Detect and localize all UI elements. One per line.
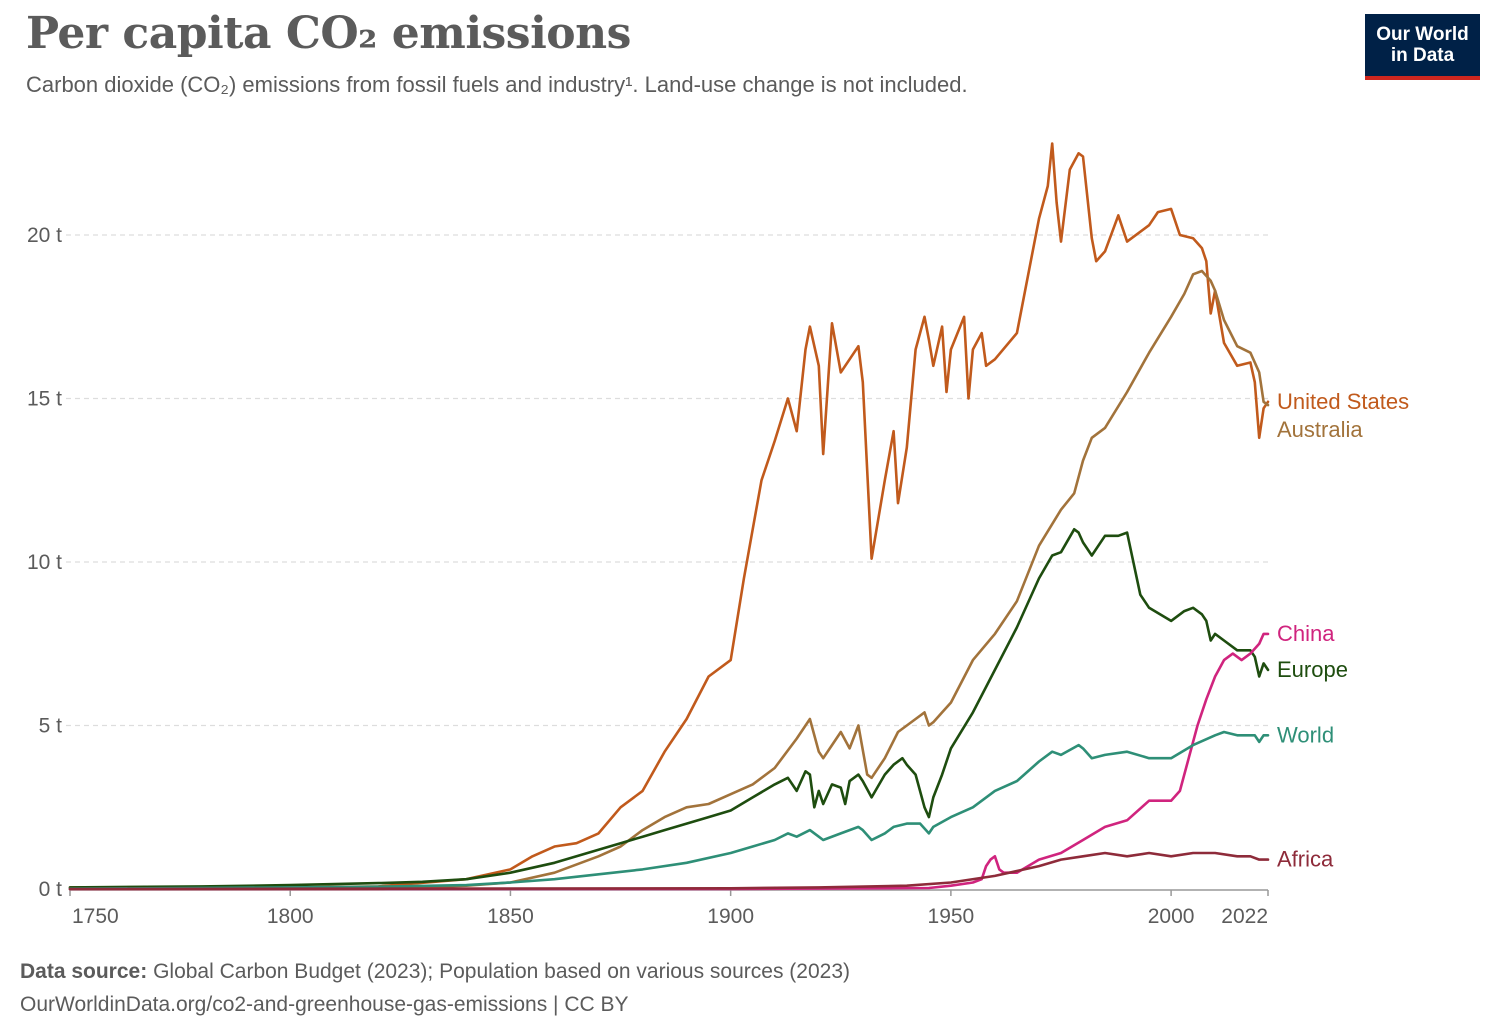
logo-line-2: in Data (1390, 45, 1455, 66)
y-tick-label: 10 t (27, 551, 62, 574)
data-source-text: Global Carbon Budget (2023); Population … (153, 960, 850, 983)
chart-title: Per capita CO₂ emissions (26, 8, 631, 59)
x-tick-label: 1750 (72, 905, 119, 928)
data-source-label: Data source: (20, 960, 148, 983)
x-tick-label: 1850 (487, 905, 534, 928)
x-tick-label: 1950 (928, 905, 975, 928)
series-label-australia: Australia (1277, 417, 1363, 442)
series-label-world: World (1277, 722, 1334, 747)
series-label-europe: Europe (1277, 657, 1348, 682)
owid-logo[interactable]: Our World in Data (1365, 14, 1480, 80)
source-url[interactable]: OurWorldinData.org/co2-and-greenhouse-ga… (20, 993, 629, 1016)
series-label-united-states: United States (1277, 389, 1409, 414)
y-tick-label: 0 t (39, 878, 63, 901)
x-tick-label: 2000 (1148, 905, 1195, 928)
logo-line-1: Our World (1376, 24, 1469, 45)
chart-subtitle: Carbon dioxide (CO₂) emissions from foss… (26, 72, 968, 97)
series-label-china: China (1277, 621, 1335, 646)
series-line-china (68, 632, 1270, 891)
series-label-africa: Africa (1277, 847, 1334, 872)
x-tick-label: 1800 (267, 905, 314, 928)
x-tick-label: 2022 (1221, 905, 1268, 928)
series-line-united-states (68, 142, 1270, 889)
series-line-australia (68, 269, 1270, 891)
y-tick-label: 5 t (39, 715, 63, 738)
y-tick-label: 15 t (27, 388, 62, 411)
series-line-world (68, 730, 1270, 891)
y-tick-label: 20 t (27, 224, 62, 247)
series-line-europe (68, 527, 1270, 889)
data-source: Data source: Global Carbon Budget (2023)… (20, 960, 850, 984)
series-line-africa (68, 851, 1270, 891)
x-tick-label: 1900 (707, 905, 754, 928)
